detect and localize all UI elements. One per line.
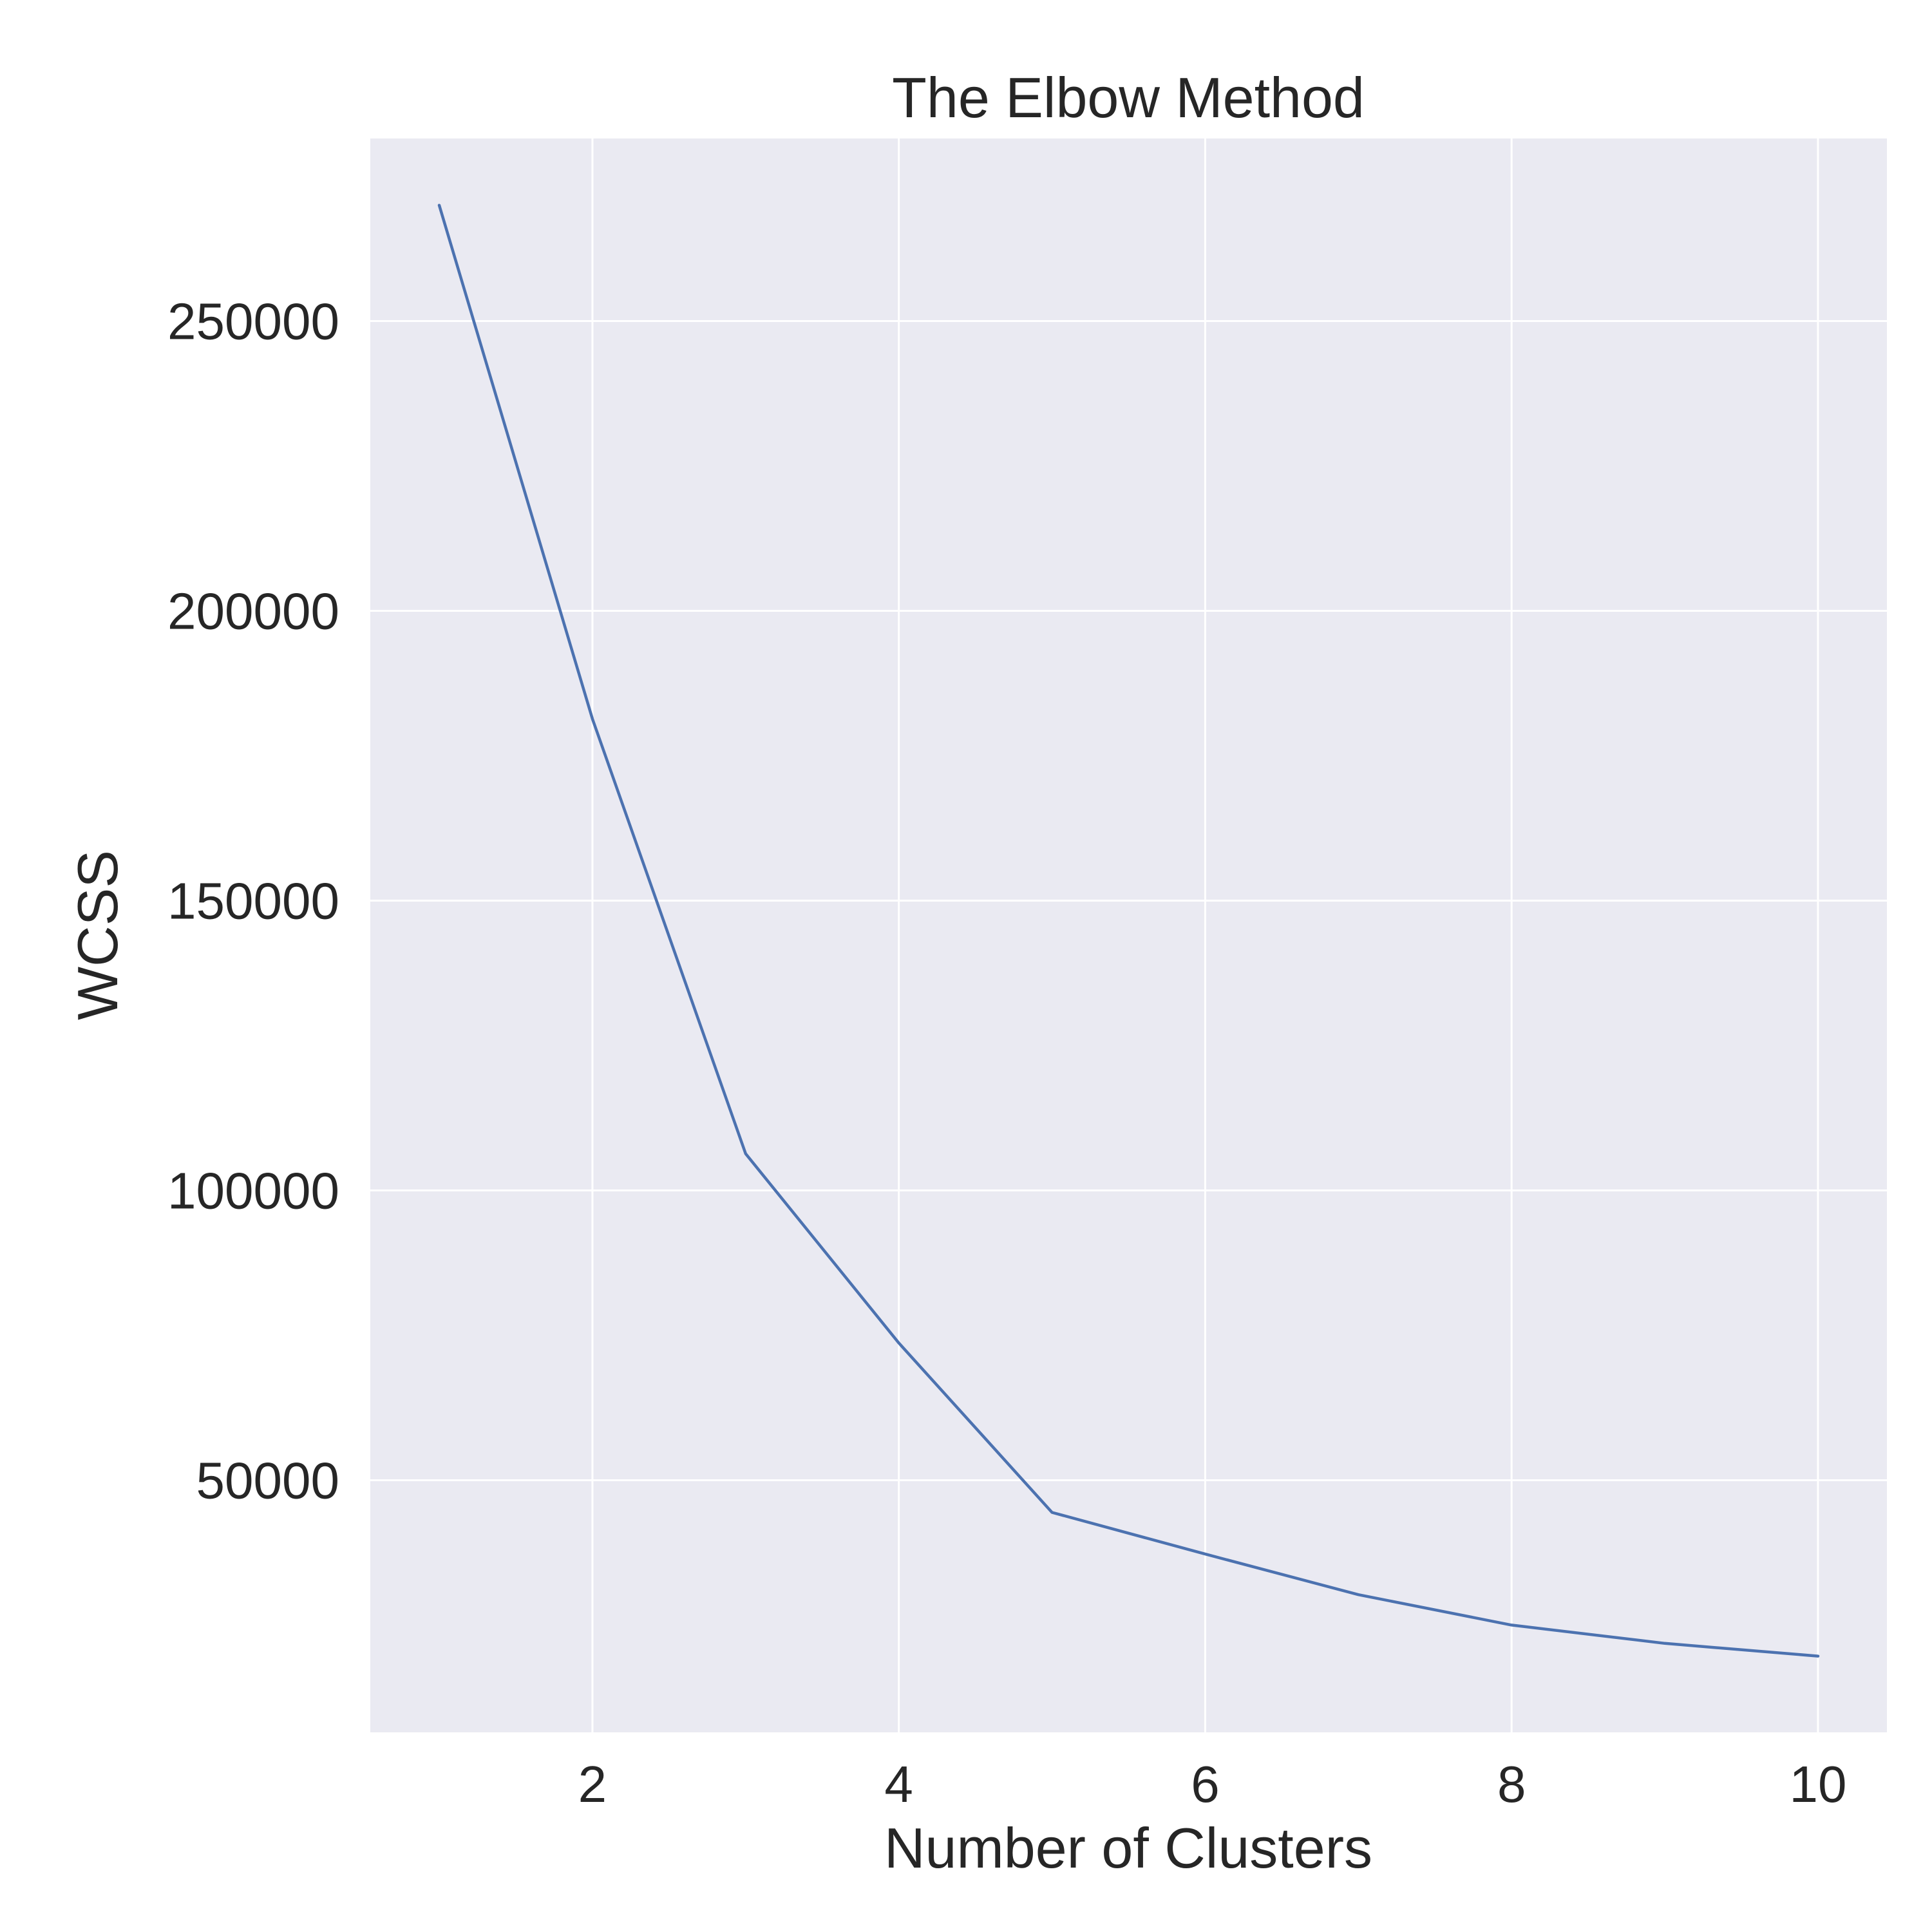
x-tick-label: 4 [884,1756,913,1813]
wcss-series-line [437,204,1820,1658]
y-tick-label: 100000 [167,1162,339,1220]
x-tick-label: 2 [578,1756,607,1813]
y-tick-labels: 50000 100000 150000 200000 250000 [167,293,339,1510]
x-tick-labels: 2 4 6 8 10 [578,1756,1847,1813]
y-tick-label: 250000 [167,293,339,350]
x-tick-label: 8 [1497,1756,1526,1813]
y-tick-label: 150000 [167,873,339,930]
x-tick-label: 10 [1789,1756,1846,1813]
plot-area [370,138,1887,1732]
y-tick-label: 50000 [196,1452,339,1510]
y-tick-label: 200000 [167,583,339,640]
chart-title: The Elbow Method [892,66,1365,129]
y-axis-label: WCSS [66,850,129,1020]
x-axis-label: Number of Clusters [884,1816,1372,1880]
vertical-gridlines [591,138,1819,1732]
horizontal-gridlines [370,320,1887,1481]
series-group [437,204,1820,1658]
x-tick-label: 6 [1191,1756,1220,1813]
